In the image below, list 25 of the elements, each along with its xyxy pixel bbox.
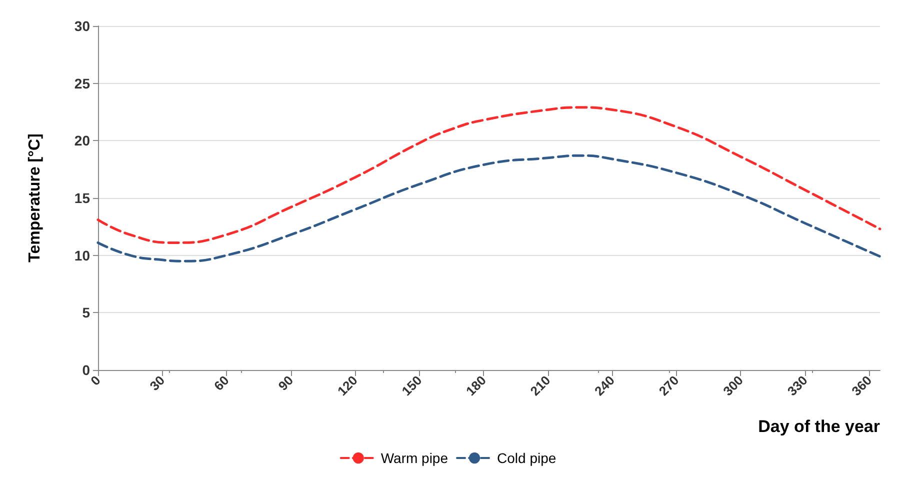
- x-tick-label: 300: [720, 372, 746, 399]
- y-tick-label: 25: [74, 75, 90, 92]
- y-tick-label: 20: [74, 132, 90, 149]
- x-tick-label: 90: [275, 372, 296, 394]
- line-series: [96, 106, 882, 244]
- legend-label: Warm pipe: [380, 450, 448, 466]
- y-tick-label: 15: [74, 190, 90, 206]
- x-tick-label: 180: [463, 372, 489, 399]
- y-tick-label: 30: [74, 18, 90, 34]
- y-tick-label: 5: [82, 304, 90, 321]
- x-tick-label: 270: [656, 372, 682, 399]
- x-tick-label: 150: [398, 372, 425, 399]
- x-tick-label: 240: [592, 372, 618, 399]
- x-tick-label: 360: [848, 372, 875, 399]
- x-tick-label: 210: [527, 372, 554, 399]
- legend-label: Cold pipe: [497, 450, 556, 466]
- x-tick-label: 120: [334, 372, 360, 399]
- y-tick-label: 0: [82, 362, 90, 378]
- y-axis-title: Temperature [°C]: [26, 134, 44, 262]
- x-tick-label: 30: [146, 372, 168, 394]
- x-axis-title: Day of the year: [758, 417, 880, 436]
- x-tick-label: 330: [784, 372, 810, 399]
- y-tick-label: 10: [74, 247, 90, 264]
- line-series: [96, 154, 882, 262]
- x-tick-label: 60: [211, 372, 232, 394]
